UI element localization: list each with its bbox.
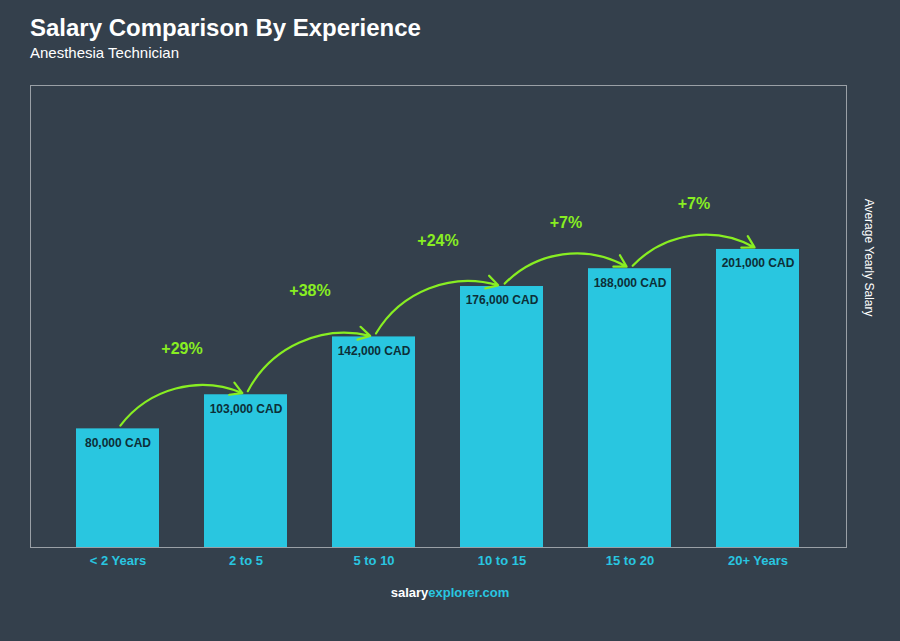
svg-text:10 to 15: 10 to 15 (478, 553, 526, 568)
svg-text:176,000 CAD: 176,000 CAD (466, 293, 539, 307)
svg-text:Average Yearly Salary: Average Yearly Salary (862, 199, 876, 317)
svg-text:+7%: +7% (678, 195, 710, 212)
svg-text:20+ Years: 20+ Years (728, 553, 788, 568)
html-text:Salary Comparison By Experienc: Salary Comparison By Experience (30, 14, 421, 41)
svg-text:80,000 CAD: 80,000 CAD (85, 436, 151, 450)
svg-text:15 to 20: 15 to 20 (606, 553, 654, 568)
svg-text:+38%: +38% (289, 282, 330, 299)
svg-text:< 2 Years: < 2 Years (90, 553, 147, 568)
html-text:Anesthesia Technician: Anesthesia Technician (30, 44, 179, 61)
html-text:salary explorer.com: salary explorer.com (390, 585, 510, 600)
svg-text:188,000 CAD: 188,000 CAD (594, 276, 667, 290)
svg-text:+7%: +7% (550, 214, 582, 231)
svg-text:+29%: +29% (161, 340, 202, 357)
svg-text:142,000 CAD: 142,000 CAD (338, 344, 411, 358)
svg-text:5 to 10: 5 to 10 (353, 553, 394, 568)
svg-text:+24%: +24% (417, 232, 458, 249)
svg-text:201,000 CAD: 201,000 CAD (722, 256, 795, 270)
svg-text:2 to 5: 2 to 5 (229, 553, 263, 568)
svg-text:103,000 CAD: 103,000 CAD (210, 402, 283, 416)
